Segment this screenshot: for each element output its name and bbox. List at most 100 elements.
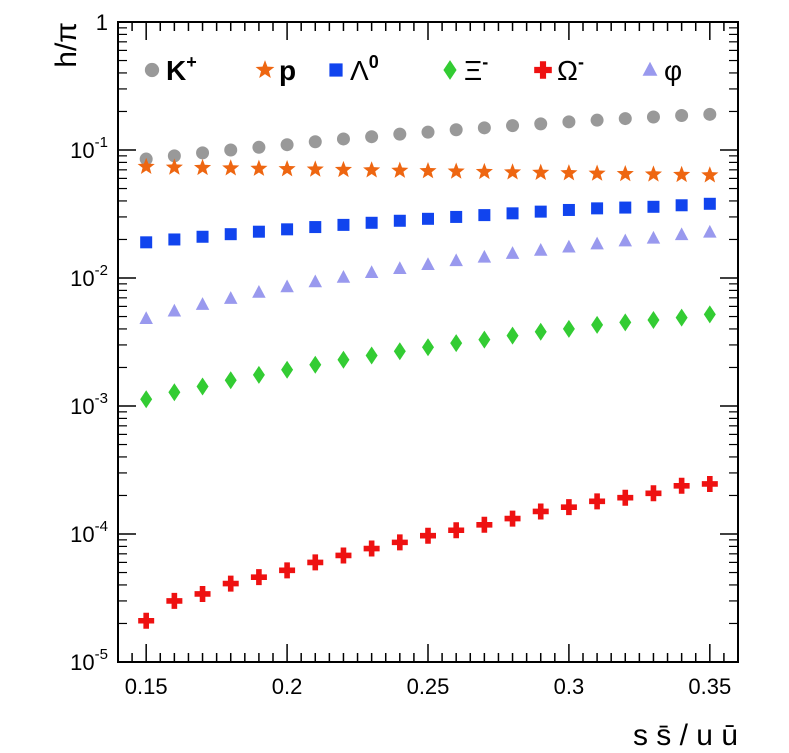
data-point <box>393 214 406 227</box>
data-point <box>449 253 463 267</box>
data-point <box>675 199 688 212</box>
data-point <box>450 334 463 353</box>
data-point <box>701 475 718 492</box>
data-point <box>647 200 660 213</box>
legend-marker-diamond <box>443 60 457 80</box>
data-point <box>534 205 547 218</box>
data-point <box>674 227 689 241</box>
data-point <box>195 297 210 310</box>
series-diamond <box>140 305 716 409</box>
data-point <box>281 223 294 236</box>
data-point <box>560 164 578 181</box>
data-point <box>504 510 521 527</box>
data-point <box>506 207 519 220</box>
data-point <box>478 209 491 222</box>
data-point <box>448 522 465 539</box>
data-point <box>421 125 435 139</box>
legend-label: p <box>279 55 296 86</box>
legend-marker-cross <box>534 61 552 79</box>
x-tick-label: 0.35 <box>688 674 731 699</box>
data-point <box>673 477 690 494</box>
data-point <box>365 346 378 365</box>
y-tick-label: 10-2 <box>70 262 108 291</box>
data-point <box>420 527 436 544</box>
data-point <box>334 160 353 178</box>
data-point <box>393 261 407 275</box>
data-point <box>280 138 294 152</box>
data-point <box>222 575 239 592</box>
data-point <box>391 161 409 178</box>
x-axis-ticks: 0.15 0.2 0.25 0.3 0.35 <box>117 22 739 699</box>
series-cross <box>138 475 718 629</box>
data-point <box>450 210 463 223</box>
data-point <box>619 201 632 214</box>
data-point <box>532 163 550 180</box>
y-tick-label: 1 <box>96 10 108 35</box>
data-point <box>364 265 379 278</box>
data-point <box>532 503 549 520</box>
data-point <box>646 110 660 124</box>
data-point <box>562 115 576 129</box>
data-point <box>619 313 632 332</box>
data-point <box>193 158 212 176</box>
data-point <box>224 143 238 157</box>
legend-marker-square <box>329 63 343 77</box>
data-point <box>278 160 296 177</box>
data-point <box>703 224 717 238</box>
data-point <box>477 249 492 263</box>
data-point <box>140 236 153 249</box>
data-point <box>562 239 576 253</box>
series-circle <box>139 107 717 166</box>
data-point <box>280 279 294 293</box>
data-point <box>421 257 435 270</box>
data-point <box>701 166 719 183</box>
data-point <box>252 365 265 384</box>
legend-label: Ξ- <box>464 52 488 86</box>
y-axis-ticks: 10-5 10-4 10-3 10-2 10-1 1 <box>70 10 738 675</box>
data-point <box>534 117 548 131</box>
data-point <box>562 203 575 216</box>
data-point <box>252 225 265 238</box>
series-star <box>137 157 719 183</box>
data-point <box>588 164 606 181</box>
data-point <box>644 165 663 182</box>
x-tick-label: 0.3 <box>554 674 585 699</box>
data-point <box>618 112 632 126</box>
x-tick-label: 0.15 <box>125 674 168 699</box>
data-point <box>137 157 155 175</box>
y-tick-label: 10-3 <box>70 390 108 419</box>
data-point <box>505 246 520 259</box>
data-point <box>589 493 606 510</box>
data-point <box>363 161 381 178</box>
data-point <box>168 233 181 246</box>
data-point <box>194 585 211 602</box>
data-point <box>590 113 604 127</box>
data-point <box>308 274 323 288</box>
data-point <box>335 547 352 564</box>
legend-label: Ω- <box>557 52 584 86</box>
data-point <box>560 499 577 516</box>
data-point <box>476 516 493 533</box>
data-point <box>279 562 296 579</box>
data-point <box>590 236 604 250</box>
legend-marker-star <box>255 60 275 79</box>
y-axis-title: h/π <box>50 22 83 68</box>
data-point <box>703 305 716 324</box>
data-point <box>447 162 465 179</box>
data-point <box>478 330 491 349</box>
data-point <box>616 164 634 182</box>
data-point <box>703 197 716 210</box>
data-point <box>139 311 153 325</box>
data-point <box>506 119 520 133</box>
data-point <box>168 383 181 402</box>
data-point <box>647 310 660 329</box>
data-point <box>336 269 351 283</box>
data-point <box>365 130 379 144</box>
data-point <box>250 569 267 586</box>
series-square <box>140 197 716 249</box>
data-point <box>673 165 691 183</box>
y-tick-label: 10-4 <box>70 518 108 547</box>
data-point <box>533 242 548 256</box>
legend-label: Λ0 <box>350 52 379 86</box>
